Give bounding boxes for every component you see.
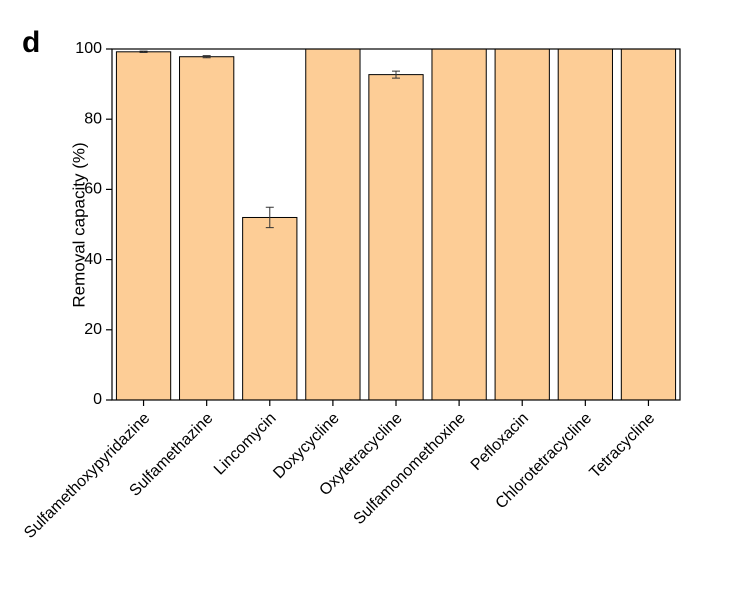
bar [494,48,550,401]
bar [242,216,298,401]
bar [115,51,172,401]
bar [431,48,487,401]
x-tick-label: Tetracycline [586,410,658,482]
error-bar [392,70,400,79]
error-bar [265,206,274,229]
bar [620,48,677,401]
x-tick-label: Sulfamethoxypyridazine [21,410,153,542]
panel-label: d [22,26,40,59]
x-tick-label: Lincomycin [211,410,280,479]
y-tick-label: 40 [84,251,102,268]
y-tick-label: 60 [84,181,102,198]
y-tick-label: 100 [75,40,102,57]
y-tick-label: 80 [84,110,102,127]
bar [179,56,235,401]
error-bar [202,55,211,59]
x-tick-label: Pefloxacin [468,410,532,474]
plot-frame [111,48,681,401]
y-tick-label: 20 [84,321,102,338]
bar [305,48,361,401]
y-tick-label: 0 [93,391,102,408]
error-bar [139,50,148,54]
x-tick-label: Sulfamonomethoxine [351,410,469,528]
bar [368,74,424,401]
bar [557,48,613,401]
y-axis-label: Removal capacity (%) [69,142,88,307]
